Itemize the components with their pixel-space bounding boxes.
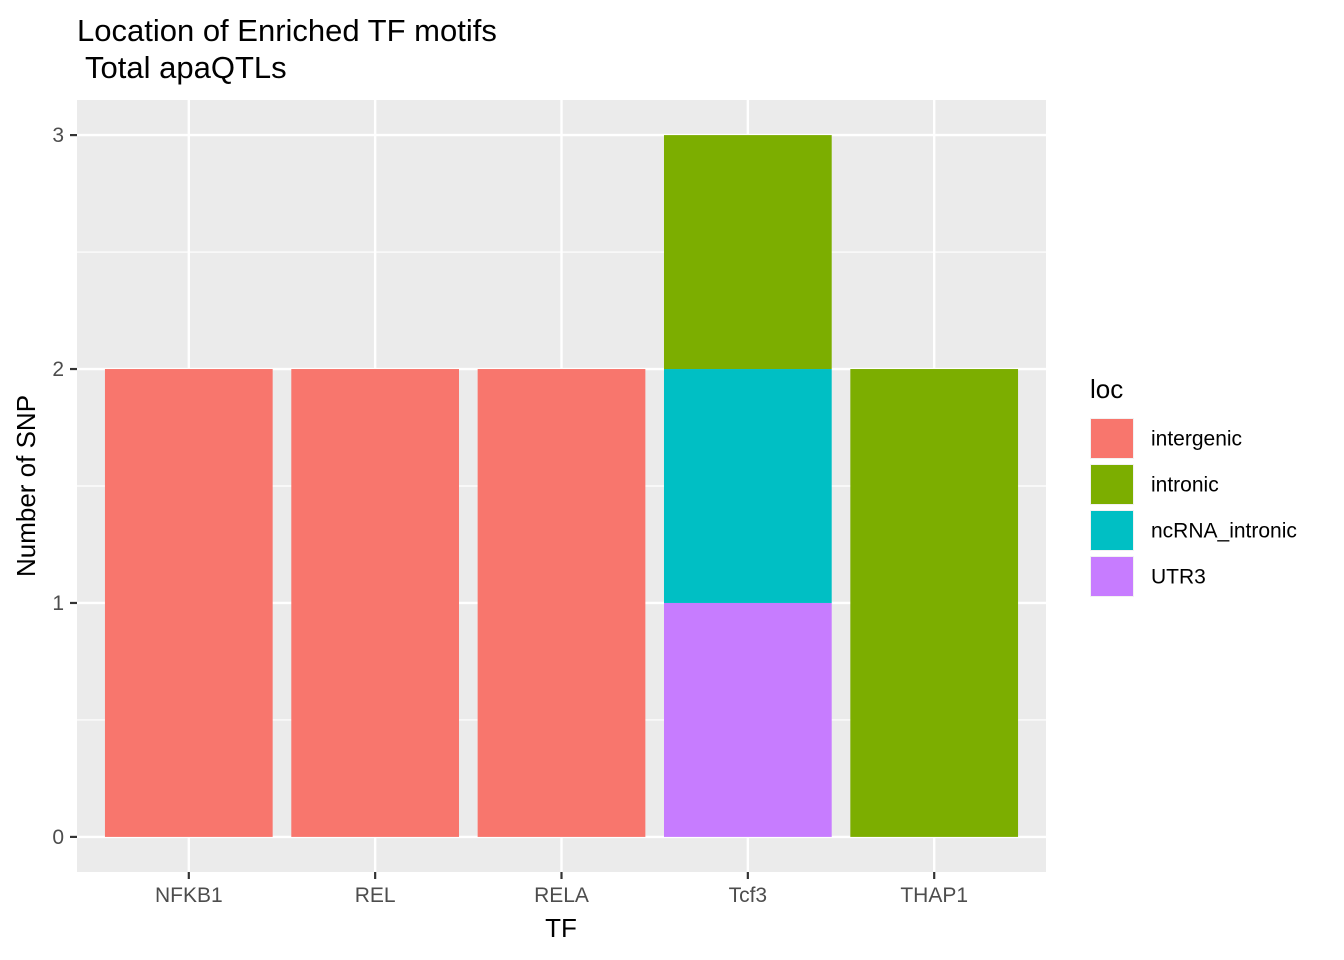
legend-swatch-utr3 [1091, 557, 1133, 596]
legend-label-intronic: intronic [1151, 474, 1219, 497]
x-axis: NFKB1 REL RELA Tcf3 THAP1 [155, 872, 968, 907]
x-tick-label: REL [355, 884, 396, 907]
chart-title-line2: Total apaQTLs [77, 50, 287, 85]
legend-label-utr3: UTR3 [1151, 566, 1206, 589]
bar-tcf3-intronic [663, 135, 832, 370]
y-axis: 0 1 2 3 [52, 124, 77, 849]
legend-swatch-intergenic [1091, 419, 1133, 458]
legend-label-intergenic: intergenic [1151, 428, 1242, 451]
y-tick-label: 0 [52, 826, 64, 849]
x-tick-label: RELA [534, 884, 589, 907]
legend-label-ncrna-intronic: ncRNA_intronic [1151, 520, 1297, 543]
legend: loc intergenic intronic ncRNA_intronic UTR3 [1090, 374, 1297, 597]
bar-tcf3-ncrna-intronic [663, 369, 832, 603]
x-tick-label: THAP1 [900, 884, 968, 907]
legend-items: intergenic intronic ncRNA_intronic UTR3 [1090, 418, 1297, 597]
x-tick-label: Tcf3 [729, 884, 768, 907]
bar-tcf3-utr3 [663, 602, 832, 837]
x-axis-title: TF [545, 913, 577, 943]
bar-rela-intergenic [477, 369, 646, 837]
legend-swatch-intronic [1091, 465, 1133, 504]
y-tick-label: 2 [52, 358, 64, 381]
bars [104, 135, 1019, 837]
y-axis-title: Number of SNP [11, 395, 41, 577]
bar-thap1-intronic [850, 369, 1019, 837]
legend-title: loc [1090, 374, 1123, 404]
chart-title-line1: Location of Enriched TF motifs [77, 13, 497, 48]
x-tick-label: NFKB1 [155, 884, 223, 907]
legend-swatch-ncrna-intronic [1091, 511, 1133, 550]
bar-nfkb1-intergenic [104, 369, 273, 837]
bar-rel-intergenic [291, 369, 460, 837]
y-tick-label: 3 [52, 124, 64, 147]
y-tick-label: 1 [52, 592, 64, 615]
